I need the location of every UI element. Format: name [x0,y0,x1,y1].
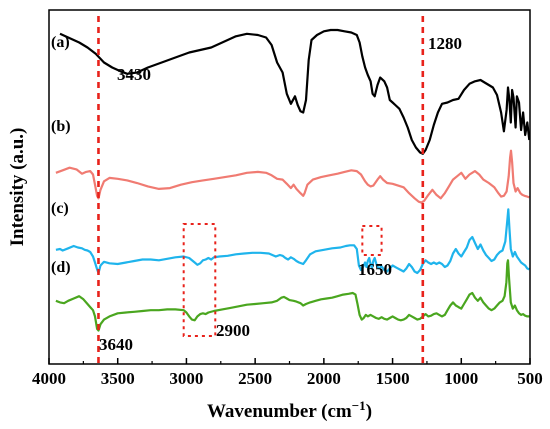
annotation-3640: 3640 [99,335,133,354]
y-axis-title: Intensity (a.u.) [7,128,28,247]
x-tick-label-2500: 2500 [238,369,272,388]
x-tick-label-4000: 4000 [32,369,66,388]
spectrum-curve-1 [59,28,531,155]
x-tick-label-1500: 1500 [376,369,410,388]
x-tick-label-2000: 2000 [307,369,341,388]
x-tick-label-500: 500 [517,369,543,388]
x-tick-label-3000: 3000 [169,369,203,388]
annotation-1280: 1280 [428,34,462,53]
curve-label-2: (b) [51,118,71,135]
spectrum-curve-2 [55,149,530,204]
annotation-1650: 1650 [358,260,392,279]
highlight-boxes [182,223,383,337]
annotation-3430: 3430 [117,65,151,84]
x-axis-title: Wavenumber (cm−1) [207,398,372,422]
curve-label-1: (a) [51,34,70,51]
curve-label-3: (c) [51,200,69,217]
reference-lines [97,16,425,364]
x-tick-label-1000: 1000 [444,369,478,388]
annotation-2900: 2900 [216,321,250,340]
x-axis-ticks [48,358,531,364]
highlight-box-2 [361,225,383,256]
highlight-box-1 [182,223,217,337]
spectrum-curve-4 [55,259,530,332]
x-tick-label-3500: 3500 [101,369,135,388]
spectrum-curve-3 [55,208,530,275]
curve-label-4: (d) [51,259,71,276]
chart-labels: (a) (b) (c) (d) 4000 3500 3000 2500 2000 1500 1000… [32,34,543,388]
spectra-curves [55,28,531,332]
